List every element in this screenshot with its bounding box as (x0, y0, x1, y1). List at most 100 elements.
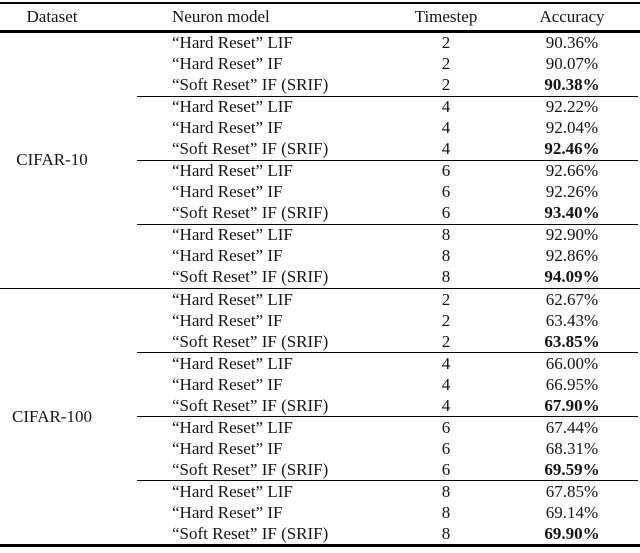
table-row: “Hard Reset” IF 6 68.31% (0, 438, 640, 459)
table-row: “Soft Reset” IF (SRIF) 2 90.38% (0, 75, 640, 96)
timestep-cell: 6 (441, 161, 451, 180)
top-rule (0, 1, 640, 4)
header-neuron-model: Neuron model (172, 7, 270, 26)
model-cell: “Hard Reset” IF (172, 502, 283, 522)
accuracy-cell: 63.85% (544, 331, 600, 351)
timestep-cell: 8 (441, 246, 451, 265)
timestep-cell: 2 (441, 310, 451, 330)
table-row: “Soft Reset” IF (SRIF) 6 93.40% (0, 203, 640, 224)
table-row: “Soft Reset” IF (SRIF) 4 67.90% (0, 395, 640, 416)
accuracy-cell: 62.67% (545, 289, 599, 309)
model-cell: “Hard Reset” IF (172, 438, 283, 458)
accuracy-cell: 92.04% (545, 118, 599, 137)
timestep-cell: 4 (441, 374, 451, 394)
accuracy-cell: 92.66% (545, 161, 599, 180)
dataset-group: “Hard Reset” LIF 2 90.36% “Hard Reset” IF 2 9… (0, 33, 640, 288)
timestep-cell: 2 (441, 33, 451, 52)
table-row: “Hard Reset” LIF 6 92.66% (0, 161, 640, 182)
timestep-cell: 2 (441, 289, 451, 309)
accuracy-cell: 69.14% (545, 502, 599, 522)
timestep-cell: 8 (441, 267, 451, 286)
model-cell: “Hard Reset” LIF (172, 225, 293, 244)
accuracy-cell: 92.22% (545, 97, 599, 116)
table-row: “Hard Reset” IF 2 63.43% (0, 310, 640, 331)
table-row: “Hard Reset” IF 8 92.86% (0, 246, 640, 267)
accuracy-cell: 92.26% (545, 182, 599, 201)
model-cell: “Soft Reset” IF (SRIF) (172, 331, 329, 351)
model-cell: “Soft Reset” IF (SRIF) (172, 139, 329, 158)
timestep-cell: 4 (441, 118, 451, 137)
timestep-cell: 6 (441, 459, 451, 479)
table-row: “Hard Reset” IF 6 92.26% (0, 182, 640, 203)
table-row: “Hard Reset” LIF 4 66.00% (0, 353, 640, 374)
accuracy-cell: 92.86% (545, 246, 599, 265)
table-row: “Soft Reset” IF (SRIF) 6 69.59% (0, 459, 640, 480)
accuracy-cell: 90.07% (545, 54, 599, 73)
timestep-cell: 4 (441, 97, 451, 116)
model-cell: “Hard Reset” IF (172, 310, 283, 330)
header-timestep: Timestep (414, 7, 478, 26)
model-cell: “Soft Reset” IF (SRIF) (172, 203, 329, 222)
timestep-cell: 4 (441, 139, 451, 158)
accuracy-cell: 92.46% (544, 139, 600, 158)
table-row: “Hard Reset” LIF 2 90.36% (0, 33, 640, 54)
model-cell: “Hard Reset” IF (172, 374, 283, 394)
model-cell: “Soft Reset” IF (SRIF) (172, 459, 329, 479)
timestep-cell: 4 (441, 353, 451, 373)
dataset-label: CIFAR-100 (12, 406, 92, 426)
dataset-group: “Hard Reset” LIF 2 62.67% “Hard Reset” IF 2 6… (0, 289, 640, 544)
table-row: “Soft Reset” IF (SRIF) 8 94.09% (0, 267, 640, 288)
model-cell: “Soft Reset” IF (SRIF) (172, 75, 329, 94)
model-cell: “Hard Reset” IF (172, 246, 283, 265)
table-row: “Hard Reset” IF 8 69.14% (0, 502, 640, 523)
dataset-divider (0, 287, 640, 289)
table-row: “Hard Reset” LIF 2 62.67% (0, 289, 640, 310)
accuracy-cell: 90.36% (545, 33, 599, 52)
subgroup-divider (137, 480, 638, 481)
bottom-rule (0, 544, 640, 547)
timestep-cell: 4 (441, 395, 451, 415)
timestep-cell: 2 (441, 331, 451, 351)
table-row: “Hard Reset” LIF 8 67.85% (0, 481, 640, 502)
accuracy-cell: 94.09% (544, 267, 600, 286)
accuracy-cell: 68.31% (545, 438, 599, 458)
timestep-cell: 8 (441, 481, 451, 501)
subgroup-divider (137, 352, 638, 353)
table-row: “Hard Reset” LIF 8 92.90% (0, 225, 640, 246)
header-bottom-rule (0, 30, 640, 33)
table-row: “Hard Reset” LIF 4 92.22% (0, 97, 640, 118)
model-cell: “Soft Reset” IF (SRIF) (172, 267, 329, 286)
table-row: “Hard Reset” LIF 6 67.44% (0, 417, 640, 438)
header-accuracy: Accuracy (539, 7, 605, 26)
accuracy-cell: 69.59% (544, 459, 600, 479)
accuracy-cell: 93.40% (544, 203, 600, 222)
timestep-cell: 2 (441, 54, 451, 73)
timestep-cell: 8 (441, 225, 451, 244)
model-cell: “Hard Reset” LIF (172, 161, 293, 180)
accuracy-cell: 67.90% (544, 395, 600, 415)
model-cell: “Hard Reset” LIF (172, 289, 293, 309)
accuracy-cell: 90.38% (544, 75, 600, 94)
timestep-cell: 6 (441, 182, 451, 201)
timestep-cell: 8 (441, 523, 451, 543)
model-cell: “Soft Reset” IF (SRIF) (172, 395, 329, 415)
model-cell: “Hard Reset” LIF (172, 33, 293, 52)
subgroup-divider (137, 159, 638, 161)
table-row: “Soft Reset” IF (SRIF) 2 63.85% (0, 331, 640, 352)
accuracy-cell: 92.90% (545, 225, 599, 244)
model-cell: “Hard Reset” IF (172, 182, 283, 201)
dataset-label: CIFAR-10 (16, 150, 88, 169)
header-dataset: Dataset (26, 7, 78, 26)
accuracy-cell: 66.00% (545, 353, 599, 373)
accuracy-cell: 67.44% (545, 417, 599, 437)
timestep-cell: 6 (441, 438, 451, 458)
timestep-cell: 6 (441, 203, 451, 222)
subgroup-divider (137, 223, 638, 225)
model-cell: “Hard Reset” IF (172, 118, 283, 137)
model-cell: “Hard Reset” IF (172, 54, 283, 73)
table-row: “Hard Reset” IF 2 90.07% (0, 54, 640, 75)
timestep-cell: 2 (441, 75, 451, 94)
timestep-cell: 6 (441, 417, 451, 437)
table-row: “Hard Reset” IF 4 92.04% (0, 118, 640, 139)
